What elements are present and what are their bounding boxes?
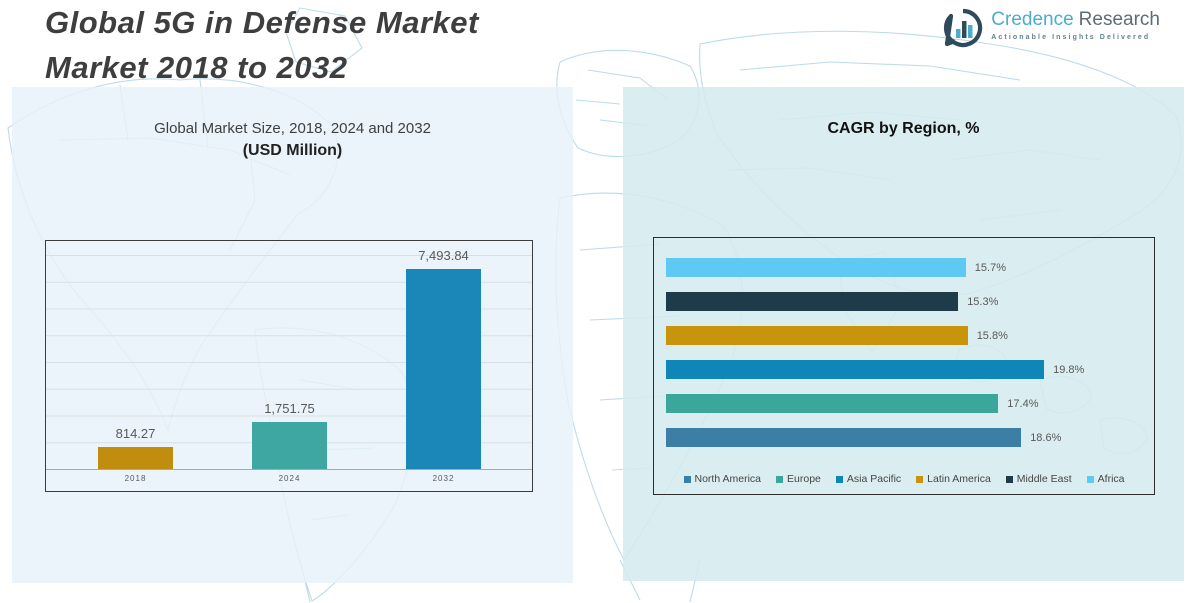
page-title: Global 5G in Defense Market Market 2018 …: [45, 0, 479, 90]
bar-2032: [406, 268, 481, 469]
legend-item-north-america: North America: [683, 473, 762, 485]
x-axis-tick-2032: 2032: [432, 474, 455, 483]
logo-text: Credence Research Actionable Insights Del…: [991, 8, 1160, 41]
legend-label: Middle East: [1016, 473, 1072, 485]
bar-asia-pacific: [666, 360, 1045, 379]
bar-europe: [666, 394, 999, 413]
bar-value-label: 15.8%: [976, 329, 1008, 342]
bar-column-2018: 814.27: [98, 426, 173, 469]
market-size-chart-box: 814.27 1,751.75 7,493.84 2018 2024 2032: [45, 240, 533, 492]
legend-swatch: [683, 475, 691, 483]
cagr-legend: North America Europe Asia Pacific Latin …: [654, 473, 1154, 485]
legend-item-africa: Africa: [1086, 473, 1125, 485]
page-title-line1: Global 5G in Defense Market: [45, 5, 479, 40]
x-axis-tick-2024: 2024: [278, 474, 301, 483]
legend-label: Africa: [1097, 473, 1125, 485]
bar-row-asia-pacific: 19.8%: [666, 360, 1084, 379]
bar-chart-speech-bubble-icon: [944, 8, 983, 48]
legend-label: Asia Pacific: [846, 473, 902, 485]
legend-swatch: [1086, 475, 1094, 483]
legend-item-middle-east: Middle East: [1005, 473, 1072, 485]
logo-brand-secondary: Research: [1078, 9, 1160, 30]
bar-value-label: 7,493.84: [418, 247, 469, 263]
bar-value-label: 18.6%: [1030, 431, 1062, 444]
credence-research-logo: Credence Research Actionable Insights Del…: [943, 8, 1160, 48]
logo-brand-primary: Credence: [991, 9, 1074, 30]
bar-value-label: 19.8%: [1053, 363, 1085, 376]
bar-column-2032: 7,493.84: [406, 247, 481, 469]
legend-label: Latin America: [927, 473, 991, 485]
legend-swatch: [835, 475, 843, 483]
bar-value-label: 15.7%: [974, 261, 1006, 274]
market-size-panel: Global Market Size, 2018, 2024 and 2032 …: [12, 87, 573, 583]
legend-label: Europe: [787, 473, 821, 485]
market-size-chart-title: Global Market Size, 2018, 2024 and 2032: [154, 120, 431, 137]
bar-2018: [98, 447, 173, 469]
bar-africa: [666, 258, 966, 277]
bar-value-label: 814.27: [115, 426, 156, 442]
cagr-chart-title: CAGR by Region, %: [827, 120, 980, 137]
x-axis-tick-2018: 2018: [124, 474, 147, 483]
bar-latin-america: [666, 326, 968, 345]
bar-value-label: 17.4%: [1007, 397, 1039, 410]
bar-row-latin-america: 15.8%: [666, 326, 1008, 345]
market-size-plot-area: 814.27 1,751.75 7,493.84: [46, 248, 532, 470]
legend-swatch: [776, 475, 784, 483]
cagr-chart-box: 15.7% 15.3% 15.8% 19.8% 17.4% 18.6%: [653, 237, 1155, 495]
legend-item-europe: Europe: [776, 473, 821, 485]
legend-swatch: [916, 475, 924, 483]
bar-north-america: [666, 428, 1022, 447]
legend-label: North America: [694, 473, 762, 485]
logo-tagline: Actionable Insights Delivered: [991, 34, 1151, 41]
legend-swatch: [1005, 475, 1013, 483]
bar-2024: [252, 422, 327, 469]
bar-row-north-america: 18.6%: [666, 428, 1061, 447]
bar-row-africa: 15.7%: [666, 258, 1006, 277]
legend-item-asia-pacific: Asia Pacific: [835, 473, 902, 485]
bar-middle-east: [666, 292, 959, 311]
logo-brand-name: Credence Research: [991, 8, 1160, 32]
bar-row-europe: 17.4%: [666, 394, 1039, 413]
bar-column-2024: 1,751.75: [252, 401, 327, 469]
bar-value-label: 15.3%: [967, 295, 999, 308]
market-size-chart-subtitle: (USD Million): [242, 142, 343, 159]
bar-value-label: 1,751.75: [264, 401, 315, 417]
bar-row-middle-east: 15.3%: [666, 292, 998, 311]
cagr-panel: CAGR by Region, % 15.7% 15.3% 15.8% 19.8…: [623, 87, 1184, 581]
page-title-line2: Market 2018 to 2032: [45, 50, 348, 85]
legend-item-latin-america: Latin America: [916, 473, 991, 485]
